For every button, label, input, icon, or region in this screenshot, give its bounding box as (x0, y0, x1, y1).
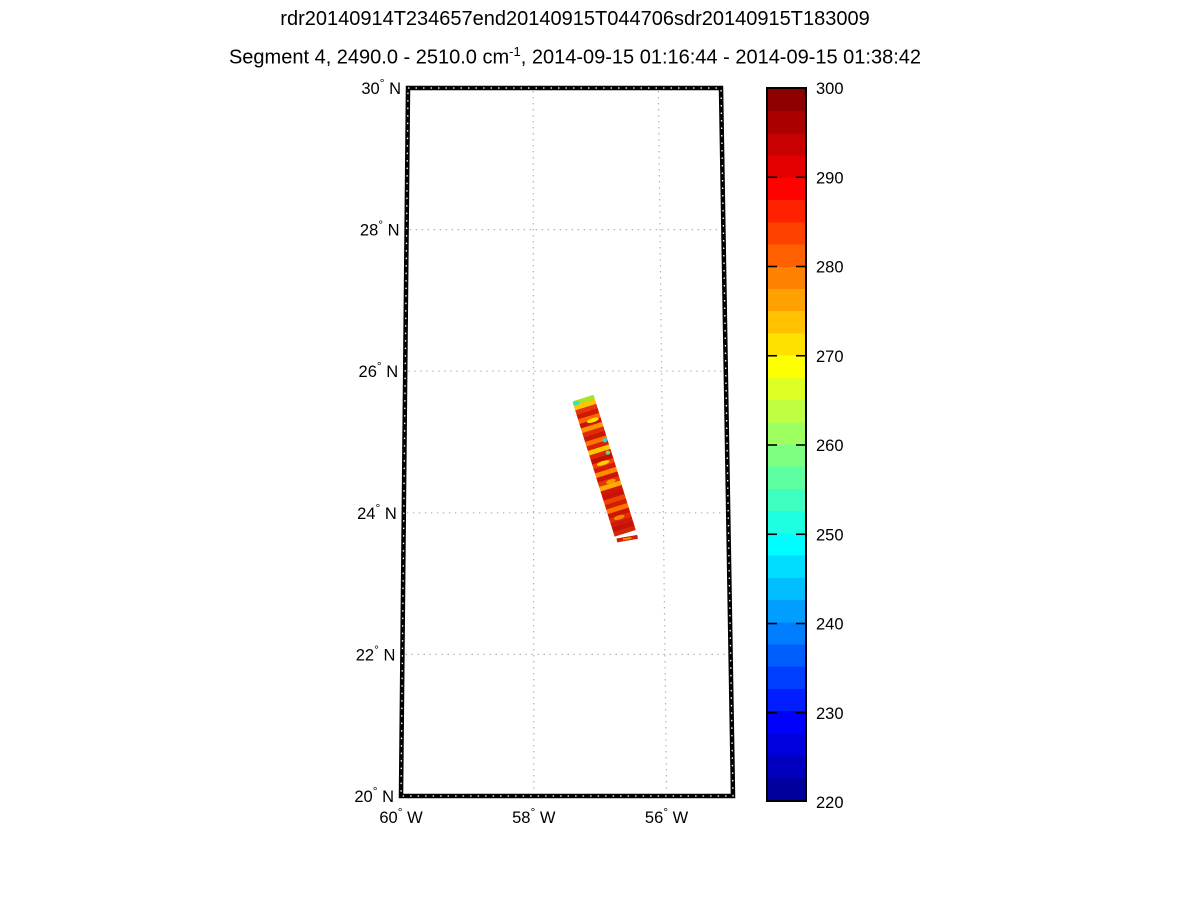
map-frame (398, 85, 736, 799)
swath-stripe (578, 412, 601, 426)
swath-stripe (599, 480, 623, 493)
plot-title-line1: rdr20140914T234657end20140915T044706sdr2… (280, 8, 870, 30)
colorbar-tick-label: 230 (816, 705, 844, 723)
lon-tick-label: 56° W (645, 805, 689, 827)
swath-speckle (573, 400, 580, 406)
swath-stripe (576, 408, 600, 421)
swath-stripe (613, 525, 636, 537)
plot-title-line2-superscript: -1 (509, 44, 521, 59)
swath-speckle (586, 417, 599, 423)
colorbar-tick-label: 250 (816, 526, 844, 544)
lat-tick-label: 28° N (360, 218, 400, 240)
swath-tail-accent (622, 536, 632, 541)
swath-stripe (580, 421, 604, 435)
plot-title-line2: Segment 4, 2490.0 - 2510.0 cm-1, 2014-09… (0, 44, 1150, 70)
swath-stripe (573, 399, 597, 412)
colorbar-tick-label: 300 (816, 80, 844, 98)
lon-gridline (532, 90, 535, 794)
lon-tick-label: 58° W (512, 805, 556, 827)
swath-stripe (587, 444, 611, 457)
plot-title-line2-suffix: , 2014-09-15 01:16:44 - 2014-09-15 01:38… (520, 46, 922, 69)
swath-stripe (601, 489, 625, 502)
swath-stripe (611, 521, 635, 534)
swath-stripe (607, 507, 631, 520)
lat-tick-label: 22° N (356, 642, 396, 664)
swath-stripe (604, 498, 628, 511)
swath-speckle (602, 438, 608, 443)
lat-tick-label: 20° N (354, 784, 394, 806)
colorbar-tick-label: 240 (816, 616, 844, 634)
swath-stripe (600, 484, 624, 498)
colorbar-tick-label: 220 (816, 794, 844, 812)
swath-stripe (593, 462, 617, 475)
swath-stripe (594, 466, 618, 480)
lat-tick-label: 24° N (357, 501, 397, 523)
swath-speckle (596, 460, 610, 466)
colorbar-tick-label: 270 (816, 348, 844, 366)
colorbar-tick-label: 260 (816, 437, 844, 455)
lat-tick-label: 30° N (361, 76, 401, 98)
swath-stripe (590, 453, 614, 466)
plot-title-line2-prefix: Segment 4, 2490.0 - 2510.0 cm (228, 46, 510, 69)
lat-tick-label: 26° N (359, 359, 399, 381)
swath-stripe (585, 435, 609, 448)
swath-speckle (606, 478, 616, 484)
swath-stripe (603, 493, 627, 507)
swath-speckle (613, 514, 625, 520)
swath-stripe (583, 430, 607, 444)
swath-stripe (610, 516, 634, 529)
swath-stripe (596, 471, 620, 484)
map-frame-dots (400, 87, 734, 797)
colorbar-tick-label: 280 (816, 259, 844, 277)
swath-stripe (575, 403, 599, 417)
swath-stripe (582, 426, 606, 439)
colorbar-tick-label: 290 (816, 169, 844, 187)
swath-speckle (605, 450, 611, 455)
lon-tick-label: 60° W (379, 805, 423, 827)
swath-stripe (586, 439, 610, 453)
swath-stripe (606, 502, 630, 516)
lon-gridline (657, 90, 668, 794)
